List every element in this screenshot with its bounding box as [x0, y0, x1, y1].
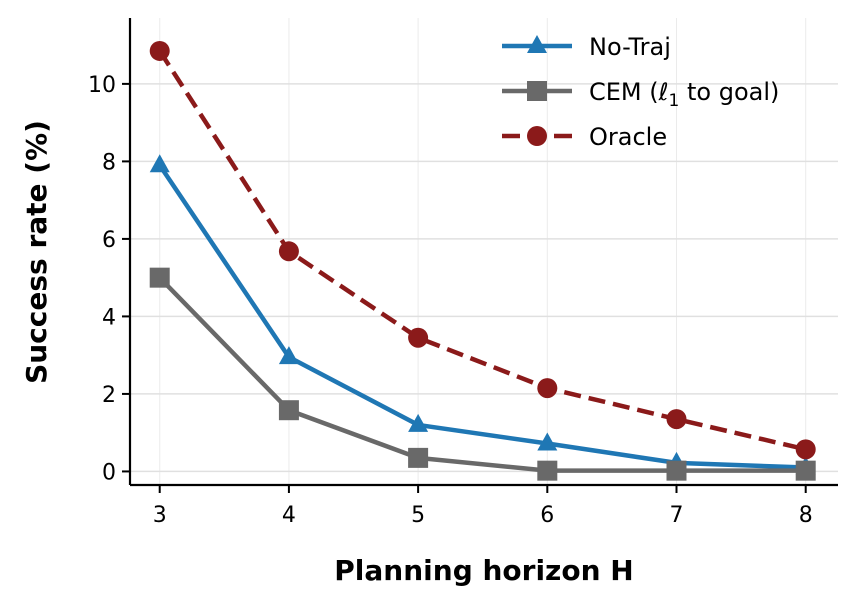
- data-point: [149, 267, 170, 288]
- data-point: [795, 439, 816, 460]
- x-axis-title: Planning horizon H: [334, 554, 633, 587]
- legend-label-oracle: Oracle: [589, 123, 667, 151]
- data-point: [278, 400, 299, 421]
- x-tick-label: 8: [799, 503, 813, 528]
- axes: [128, 18, 838, 487]
- grid-lines: [130, 18, 838, 485]
- y-axis-title: Success rate (%): [20, 120, 53, 384]
- legend-item-no-traj: No-Traj: [502, 33, 671, 61]
- y-tick-label: 6: [102, 228, 116, 253]
- data-point: [149, 40, 170, 61]
- y-tick-label: 10: [88, 73, 116, 98]
- legend-label-no-traj: No-Traj: [589, 33, 671, 61]
- x-ticks: 3 4 5 6 7 8: [153, 485, 813, 528]
- data-point: [795, 460, 816, 481]
- data-point: [537, 378, 558, 399]
- legend-label-cem: CEM (ℓ1 to goal): [589, 78, 779, 111]
- series-line: [157, 49, 807, 452]
- data-point: [408, 447, 429, 468]
- x-tick-label: 3: [153, 503, 167, 528]
- data-point: [666, 460, 687, 481]
- data-point: [666, 409, 687, 430]
- x-tick-label: 6: [540, 503, 554, 528]
- y-tick-label: 0: [102, 460, 116, 485]
- x-tick-label: 4: [282, 503, 296, 528]
- series-2: [149, 40, 816, 460]
- data-point: [278, 241, 299, 262]
- legend-marker-no-traj: [527, 35, 547, 53]
- y-ticks: 0 2 4 6 8 10: [88, 73, 130, 485]
- legend-marker-oracle: [527, 126, 547, 146]
- data-point: [278, 346, 299, 365]
- series-line: [157, 164, 806, 470]
- data-point: [537, 432, 558, 451]
- y-tick-label: 2: [102, 383, 116, 408]
- legend-marker-cem: [527, 81, 547, 101]
- data-point: [149, 154, 170, 173]
- legend-label-cem-sub: 1: [669, 91, 680, 111]
- series-line: [158, 276, 806, 473]
- y-tick-label: 4: [102, 305, 116, 330]
- x-tick-label: 7: [670, 503, 684, 528]
- x-tick-label: 5: [411, 503, 425, 528]
- data-point: [537, 460, 558, 481]
- legend-item-oracle: Oracle: [502, 123, 667, 151]
- legend: No-Traj CEM (ℓ1 to goal) Oracle: [502, 33, 779, 151]
- y-tick-label: 8: [102, 150, 116, 175]
- data-point: [408, 413, 429, 432]
- series: [149, 40, 816, 481]
- legend-label-cem-tail: to goal): [679, 78, 779, 106]
- data-point: [408, 327, 429, 348]
- legend-label-cem-main: CEM (ℓ: [589, 78, 669, 106]
- legend-item-cem: CEM (ℓ1 to goal): [502, 78, 779, 111]
- series-1: [149, 267, 816, 481]
